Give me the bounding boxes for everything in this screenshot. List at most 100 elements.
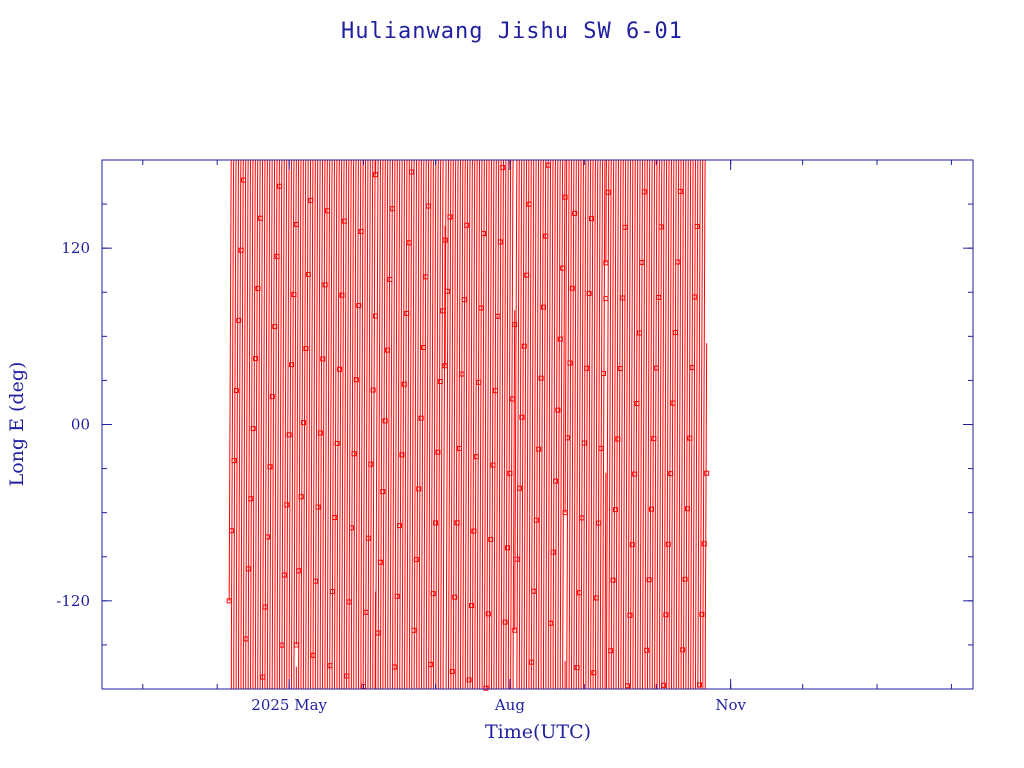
series-line <box>348 159 352 689</box>
series-line <box>428 159 432 689</box>
series-marker <box>488 536 494 542</box>
data-layer <box>226 159 710 691</box>
series-line <box>661 159 665 689</box>
series-marker <box>399 452 405 458</box>
series-marker <box>653 365 659 371</box>
series-marker <box>313 578 319 584</box>
series-marker <box>562 194 568 200</box>
series-marker <box>696 682 702 688</box>
series-marker <box>377 559 383 565</box>
series-line <box>372 159 376 689</box>
series-line <box>329 159 333 689</box>
series-marker <box>466 677 472 683</box>
series-marker <box>540 304 546 310</box>
series-line <box>627 159 631 689</box>
series-marker <box>481 231 487 237</box>
series-line <box>538 159 542 689</box>
series-marker <box>627 612 633 618</box>
x-tick-label: 2025 May <box>251 696 327 714</box>
series-line <box>521 159 525 689</box>
series-marker <box>416 486 422 492</box>
series-marker <box>610 577 616 583</box>
series-marker <box>512 322 518 328</box>
series-marker <box>308 197 314 203</box>
series-marker <box>269 394 275 400</box>
series-line <box>302 159 307 689</box>
series-line <box>293 159 297 689</box>
series-marker <box>593 595 599 601</box>
series-line <box>300 159 304 689</box>
series-marker <box>440 308 446 314</box>
series-marker <box>548 620 554 626</box>
series-line <box>336 159 340 689</box>
series-line <box>582 159 587 689</box>
series-line <box>406 159 410 689</box>
series-line <box>516 159 520 689</box>
series-line <box>622 159 627 689</box>
series-line <box>512 310 516 689</box>
series-marker <box>231 458 237 464</box>
series-marker <box>569 285 575 291</box>
series-marker <box>226 598 232 604</box>
series-line <box>286 159 290 689</box>
series-marker <box>560 265 566 271</box>
series-line <box>568 159 572 689</box>
series-marker <box>596 520 602 526</box>
series-marker <box>421 345 427 351</box>
series-marker <box>677 188 683 194</box>
x-axis-title: Time(UTC) <box>485 721 591 743</box>
series-marker <box>267 464 273 470</box>
series-line <box>425 159 430 689</box>
series-line <box>435 159 439 689</box>
series-marker <box>469 603 475 609</box>
series-line <box>433 159 437 689</box>
series-line <box>235 159 240 689</box>
series-line <box>319 159 324 689</box>
series-marker <box>411 627 417 633</box>
series-marker <box>373 172 379 178</box>
series-line <box>394 159 398 689</box>
series-marker <box>490 462 496 468</box>
series-marker <box>346 599 352 605</box>
series-marker <box>281 572 287 578</box>
series-line <box>442 225 446 689</box>
x-tick-label: Nov <box>715 696 746 714</box>
series-line <box>281 159 285 689</box>
series-line <box>291 159 295 689</box>
series-line <box>566 159 570 689</box>
series-marker <box>485 611 491 617</box>
series-marker <box>334 440 340 446</box>
series-line <box>384 159 389 689</box>
series-line <box>613 159 617 689</box>
series-marker <box>322 282 328 288</box>
series-line <box>380 159 384 689</box>
series-line <box>307 159 312 689</box>
y-tick-label: 120 <box>61 239 90 257</box>
series-line <box>257 159 261 689</box>
series-line <box>233 159 237 689</box>
series-line <box>259 159 264 689</box>
series-marker <box>600 370 606 376</box>
series-line <box>310 159 314 689</box>
series-marker <box>375 630 381 636</box>
series-marker <box>380 489 386 495</box>
series-line <box>528 159 532 689</box>
series-line <box>445 159 450 689</box>
series-line <box>605 159 607 263</box>
series-marker <box>591 670 597 676</box>
series-marker <box>459 371 465 377</box>
series-line <box>699 159 704 689</box>
series-line <box>353 159 357 689</box>
series-marker <box>428 661 434 667</box>
series-line <box>444 159 447 366</box>
series-line <box>360 159 364 689</box>
series-line <box>634 159 639 689</box>
series-marker <box>502 619 508 625</box>
series-marker <box>581 440 587 446</box>
series-line <box>547 159 552 689</box>
series-marker <box>233 387 239 393</box>
series-marker <box>572 210 578 216</box>
series-line <box>557 159 561 689</box>
series-marker <box>648 506 654 512</box>
series-marker <box>392 664 398 670</box>
